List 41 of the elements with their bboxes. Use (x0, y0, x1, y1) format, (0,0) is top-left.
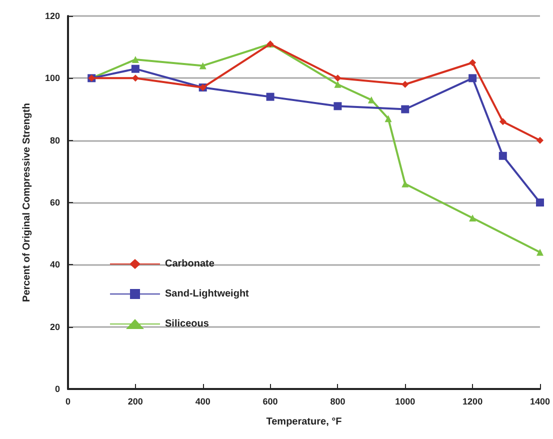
x-tick-label: 600 (262, 396, 278, 406)
point (131, 64, 140, 73)
y-tick-label: 40 (50, 260, 60, 270)
point (199, 62, 206, 70)
point (334, 74, 342, 82)
point (334, 80, 342, 88)
y-axis-title: Percent of Original Compressive Strength (22, 103, 32, 302)
y-tick-label: 80 (50, 135, 60, 146)
x-tick-label: 800 (330, 396, 346, 406)
x-tick-label: 1000 (395, 396, 416, 406)
y-tick-label: 100 (44, 73, 60, 84)
x-tick-label: 400 (195, 396, 210, 406)
point (536, 248, 544, 256)
point (384, 115, 392, 122)
point (499, 118, 506, 126)
y-tick-label: 20 (50, 322, 60, 332)
point (468, 74, 477, 82)
y-tick-label: 60 (50, 198, 60, 208)
y-tick-label: 0 (54, 384, 60, 394)
point (132, 74, 139, 82)
point (498, 152, 507, 160)
point (401, 105, 410, 114)
x-axis-title: Temperature, °F (266, 416, 342, 428)
x-tick-label: 1400 (530, 396, 550, 406)
point (469, 214, 476, 222)
point (334, 102, 342, 110)
y-tick-label: 120 (44, 11, 60, 21)
x-tick-label: 1200 (462, 396, 483, 406)
point (132, 56, 139, 64)
point (368, 96, 375, 104)
x-tick-label: 200 (128, 396, 143, 406)
legend-label: Carbonate (165, 258, 215, 270)
point (536, 198, 544, 206)
point (469, 59, 476, 66)
legend-label: Siliceous (165, 318, 210, 330)
x-tick-label: 0 (65, 396, 71, 406)
legend-label: Sand-Lightweight (165, 288, 250, 300)
point (402, 180, 409, 188)
point (266, 92, 274, 101)
point (536, 136, 544, 144)
point (402, 80, 409, 88)
